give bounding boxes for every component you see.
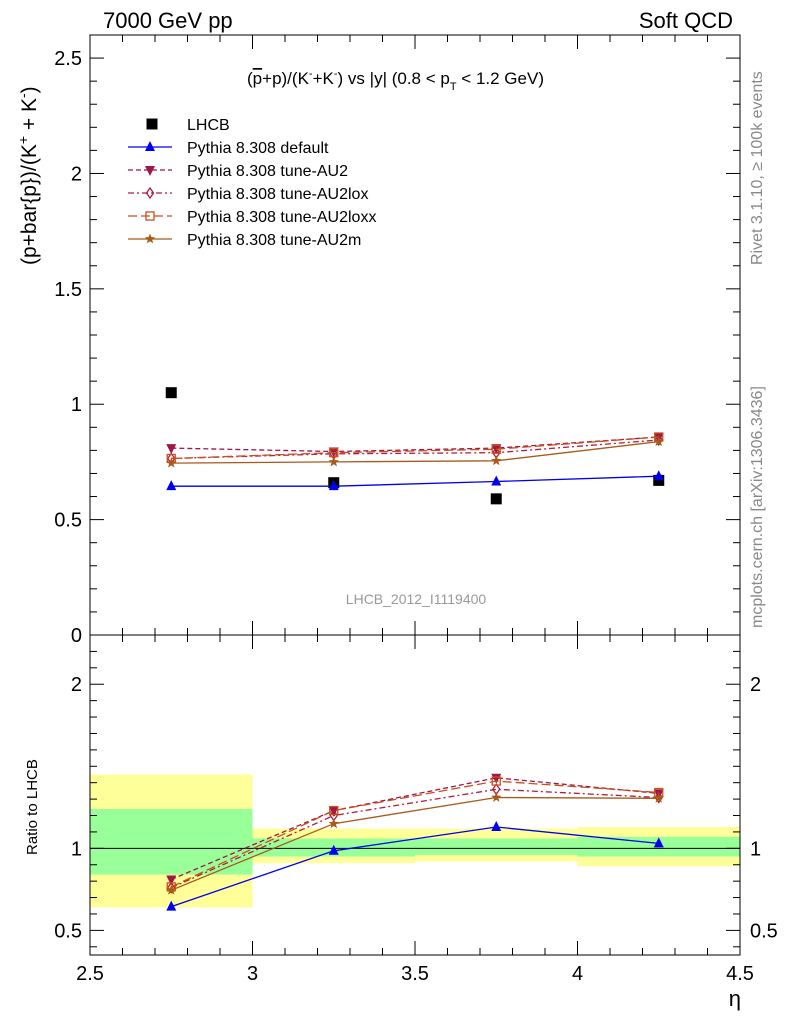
main-ytick-label: 0.5	[54, 510, 82, 532]
x-tick-label: 4	[572, 963, 583, 985]
main-point	[491, 455, 502, 466]
ratio-point	[328, 818, 339, 829]
x-tick-labels: 2.5 3 3.5 4 4.5	[76, 963, 754, 985]
ratio-point	[653, 792, 664, 803]
ratio-point	[654, 791, 664, 804]
main-series-5	[166, 436, 664, 468]
x-tick-label: 2.5	[76, 963, 104, 985]
band-green-0	[90, 808, 253, 875]
ratio-point	[166, 900, 177, 911]
x-tick-label: 4.5	[726, 963, 754, 985]
ratio-series-line	[171, 788, 659, 889]
main-series-1	[166, 470, 664, 491]
legend-label: Pythia 8.308 tune-AU2	[187, 163, 348, 180]
legend-entry-5: Pythia 8.308 tune-AU2m	[128, 232, 361, 249]
legend-label: LHCB	[187, 117, 230, 134]
main-series-line	[171, 440, 659, 464]
ratio-axis-ticks	[89, 634, 741, 955]
main-series-line	[171, 436, 659, 453]
ratio-series-line	[171, 826, 659, 908]
legend-marker	[144, 233, 156, 244]
main-series-line	[171, 475, 659, 487]
ratio-y-tick-labels: 0.5 1 2	[54, 674, 82, 942]
main-point	[653, 436, 664, 447]
ratio-series-4	[166, 792, 664, 895]
main-series-line	[171, 439, 659, 460]
ratio-ytick-label-right: 0.5	[750, 920, 778, 942]
band-green-2	[415, 838, 578, 855]
ratio-point	[491, 776, 501, 786]
legend-marker	[146, 118, 158, 130]
legend-entry-0: LHCB	[146, 117, 230, 134]
legend-label: Pythia 8.308 tune-AU2loxx	[187, 209, 376, 226]
legend-entry-4: Pythia 8.308 tune-AU2loxx	[128, 209, 376, 226]
ratio-ytick-label: 2	[71, 674, 82, 696]
ratio-ytick-label-right: 2	[750, 674, 761, 696]
main-point	[653, 470, 664, 481]
legend-marker	[145, 211, 155, 221]
main-point	[165, 387, 177, 399]
main-ytick-label: 1.5	[54, 279, 82, 301]
main-series-line	[171, 436, 659, 460]
legend-marker	[145, 141, 155, 151]
main-point	[490, 493, 502, 505]
ratio-point	[491, 792, 502, 802]
main-y-axis-title: (p+bar{p})/(K+ + K-)	[15, 86, 41, 265]
main-point	[491, 444, 501, 454]
ratio-y-tick-labels-right: 0.5 1 2	[750, 674, 778, 942]
main-y-tick-labels: 0 0.5 1 1.5 2 2.5	[54, 48, 82, 647]
main-ytick-label: 0	[71, 625, 82, 647]
main-point	[166, 444, 177, 455]
ratio-series-2	[166, 783, 664, 894]
main-point	[166, 480, 177, 491]
main-series-4	[166, 432, 664, 464]
ratio-point	[166, 884, 177, 895]
ratio-series-line	[171, 796, 659, 891]
x-axis-title: η	[729, 986, 741, 1011]
main-ytick-label: 2	[71, 163, 82, 185]
p-bar: p	[253, 69, 262, 88]
rivet-label: Rivet 3.1.10, ≥ 100k events	[749, 71, 766, 265]
ratio-series-line	[171, 780, 659, 888]
legend-marker	[145, 186, 155, 200]
legend-label: Pythia 8.308 default	[187, 140, 329, 157]
main-point	[491, 475, 502, 486]
legend-entry-1: Pythia 8.308 default	[128, 140, 329, 157]
ratio-series	[166, 773, 664, 911]
ratio-y-axis-title: Ratio to LHCB	[24, 759, 41, 855]
ratio-point	[328, 844, 339, 855]
legend-marker	[145, 166, 155, 176]
ratio-uncertainty-bands	[90, 774, 740, 908]
x-tick-label: 3	[247, 963, 258, 985]
main-point	[654, 433, 664, 447]
legend-label: Pythia 8.308 tune-AU2m	[187, 232, 361, 249]
legend-entry-3: Pythia 8.308 tune-AU2lox	[128, 186, 368, 203]
ratio-ytick-label-right: 1	[750, 838, 761, 860]
ratio-point	[491, 821, 502, 831]
analysis-watermark: LHCB_2012_I1119400	[346, 591, 487, 607]
ratio-point	[491, 773, 502, 784]
plot-title: (p+p)/(K-+K-) vs |y| (0.8 < pT < 1.2 GeV…	[247, 68, 544, 93]
ratio-point	[166, 875, 177, 886]
ratio-point	[329, 805, 339, 816]
mcplots-label: mcplots.cern.ch [arXiv:1306.3436]	[749, 386, 766, 628]
main-ytick-label: 2.5	[54, 48, 82, 70]
main-series	[165, 387, 665, 505]
ratio-series-line	[171, 777, 659, 881]
legend-entry-2: Pythia 8.308 tune-AU2	[128, 163, 348, 180]
legend-label: Pythia 8.308 tune-AU2lox	[187, 186, 368, 203]
ratio-series-0	[166, 821, 664, 911]
ratio-point	[653, 837, 664, 848]
main-ytick-label: 1	[71, 394, 82, 416]
ratio-ytick-label: 1	[71, 838, 82, 860]
x-tick-label: 3.5	[401, 963, 429, 985]
main-point	[166, 457, 177, 468]
header-left: 7000 GeV pp	[103, 8, 233, 33]
legend: LHCB Pythia 8.308 default Pythia 8.308 tun…	[128, 117, 376, 249]
header-right: Soft QCD	[639, 8, 733, 33]
ratio-ytick-label: 0.5	[54, 920, 82, 942]
main-point	[328, 456, 339, 467]
main-point	[328, 480, 339, 491]
